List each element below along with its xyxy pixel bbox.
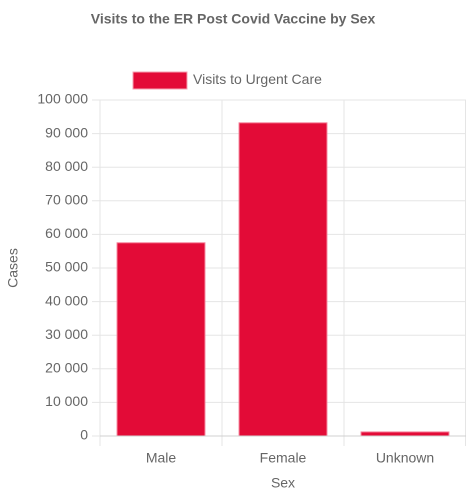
x-axis-label: Sex xyxy=(271,475,295,491)
bar xyxy=(116,242,206,437)
legend-label: Visits to Urgent Care xyxy=(193,71,322,87)
x-tick-label: Unknown xyxy=(376,450,434,466)
bar xyxy=(360,431,450,437)
chart-title: Visits to the ER Post Covid Vaccine by S… xyxy=(91,11,376,27)
x-tick-label: Male xyxy=(146,450,177,466)
y-tick-label: 10 000 xyxy=(45,393,88,409)
y-axis-label: Cases xyxy=(5,248,21,288)
y-tick-label: 20 000 xyxy=(45,360,88,376)
x-tick-label: Female xyxy=(260,450,307,466)
legend-swatch xyxy=(132,71,188,90)
y-tick-label: 100 000 xyxy=(37,91,88,107)
y-tick-label: 40 000 xyxy=(45,292,88,308)
y-tick-label: 80 000 xyxy=(45,158,88,174)
y-tick-label: 30 000 xyxy=(45,326,88,342)
bar xyxy=(238,122,328,437)
y-tick-label: 50 000 xyxy=(45,259,88,275)
y-tick-label: 70 000 xyxy=(45,192,88,208)
y-tick-label: 0 xyxy=(80,427,88,443)
y-tick-label: 60 000 xyxy=(45,225,88,241)
y-tick-label: 90 000 xyxy=(45,124,88,140)
